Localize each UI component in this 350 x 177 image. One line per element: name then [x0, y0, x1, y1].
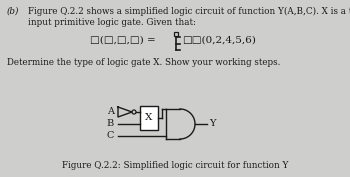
Text: □□(0,2,4,5,6): □□(0,2,4,5,6)	[182, 36, 256, 45]
Text: □(□,□,□) =: □(□,□,□) =	[90, 36, 156, 45]
Text: Determine the type of logic gate X. Show your working steps.: Determine the type of logic gate X. Show…	[7, 58, 280, 67]
Text: (b): (b)	[7, 7, 19, 16]
Bar	[140, 106, 158, 130]
Text: A: A	[107, 107, 114, 116]
Text: input primitive logic gate. Given that:: input primitive logic gate. Given that:	[28, 18, 196, 27]
Text: Y: Y	[209, 119, 216, 129]
Bar	[174, 32, 178, 36]
Text: X: X	[145, 113, 153, 122]
Text: Figure Q.2.2: Simplified logic circuit for function Y: Figure Q.2.2: Simplified logic circuit f…	[62, 161, 288, 170]
Text: C: C	[107, 132, 114, 141]
Text: B: B	[107, 119, 114, 129]
Text: Figure Q.2.2 shows a simplified logic circuit of function Y(A,B,C). X is a two-: Figure Q.2.2 shows a simplified logic ci…	[28, 7, 350, 16]
